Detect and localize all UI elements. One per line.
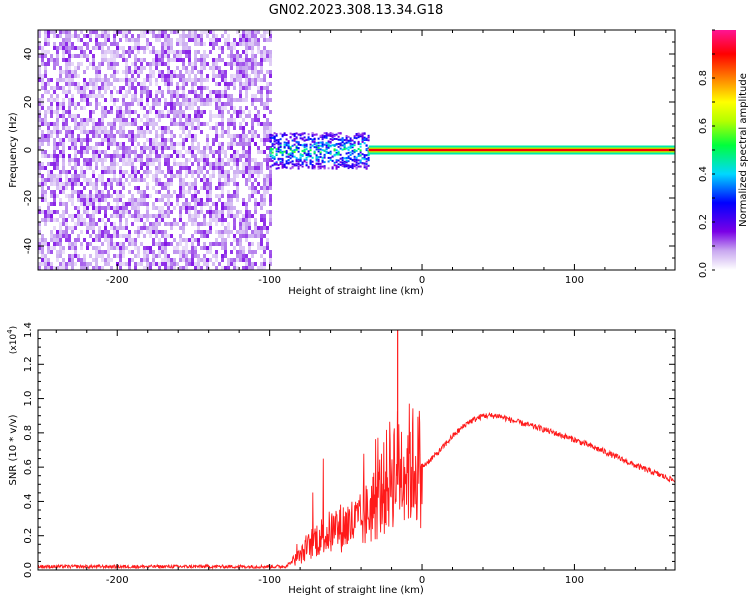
y-tick-label: -20	[23, 190, 34, 206]
x-tick-label: 0	[419, 575, 425, 586]
y-tick-label: 0.2	[23, 528, 34, 544]
heatmap-region-1	[38, 30, 272, 270]
y-tick-label: 1.0	[23, 391, 34, 407]
x-tick-label: -100	[258, 575, 281, 586]
colorbar-tick-label: 0.4	[698, 166, 709, 182]
snr-y-scale: (x104)	[6, 326, 19, 354]
snr-line-1	[37, 403, 676, 570]
y-tick-label: 1.2	[23, 356, 34, 372]
y-tick-label: 1.4	[23, 322, 34, 338]
x-tick-label: 100	[565, 275, 584, 286]
colorbar-ticks: 0.0 0.2 0.4 0.6 0.8	[698, 29, 715, 278]
snr-y-label: SNR (10 * v/v)	[8, 414, 19, 485]
snr-frame	[37, 329, 676, 571]
x-tick-label: -100	[258, 275, 281, 286]
y-tick-label: 0.4	[23, 493, 34, 509]
x-tick-label: -200	[106, 275, 129, 286]
colorbar-gradient	[712, 30, 736, 270]
colorbar-tick-label: 0.0	[698, 262, 709, 278]
spectrogram-x-ticks: -200 -100 0 100	[55, 30, 667, 286]
y-tick-label: 0	[23, 147, 34, 153]
heatmap-region-2	[269, 132, 370, 170]
x-tick-label: 100	[565, 575, 584, 586]
snr-x-ticks: -200 -100 0 100	[55, 330, 667, 586]
figure-title: GN02.2023.308.13.34.G18	[269, 3, 444, 18]
heatmap-region-3	[368, 145, 675, 155]
y-tick-label: 0.8	[23, 425, 34, 441]
y-tick-label: 0.6	[23, 459, 34, 475]
y-tick-label: -40	[23, 238, 34, 254]
colorbar-tick-label: 0.2	[698, 214, 709, 230]
y-tick-label: 0.0	[23, 562, 34, 578]
x-tick-label: 0	[419, 275, 425, 286]
snr-y-ticks: 0.0 0.2 0.4 0.6 0.8 1.0 1.2 1.4	[23, 322, 675, 578]
colorbar: 0.0 0.2 0.4 0.6 0.8 Normalized spectral ampl…	[698, 29, 749, 278]
snr-series	[37, 330, 676, 570]
snr-x-label: Height of straight line (km)	[288, 585, 424, 596]
spectrogram-heatmap	[38, 30, 675, 270]
spectrogram-x-label: Height of straight line (km)	[288, 286, 424, 297]
colorbar-tick-label: 0.8	[698, 70, 709, 86]
x-tick-label: -200	[106, 575, 129, 586]
spectrogram-y-label: Frequency (Hz)	[8, 112, 19, 188]
colorbar-label: Normalized spectral amplitude	[738, 73, 749, 227]
snr-panel: -200 -100 0 100 0.0 0.2 0.4 0.6 0.8 1.0 1.2 1.4 He…	[6, 322, 676, 596]
y-tick-label: 40	[23, 48, 34, 61]
spectrogram-y-ticks: -40 -20 0 20 40	[23, 29, 675, 271]
colorbar-tick-label: 0.6	[698, 118, 709, 134]
y-tick-label: 20	[23, 96, 34, 109]
